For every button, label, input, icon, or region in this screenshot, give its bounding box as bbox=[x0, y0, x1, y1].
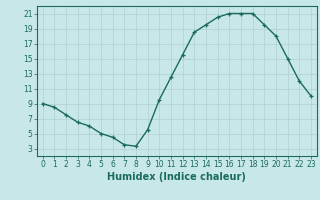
X-axis label: Humidex (Indice chaleur): Humidex (Indice chaleur) bbox=[108, 172, 246, 182]
